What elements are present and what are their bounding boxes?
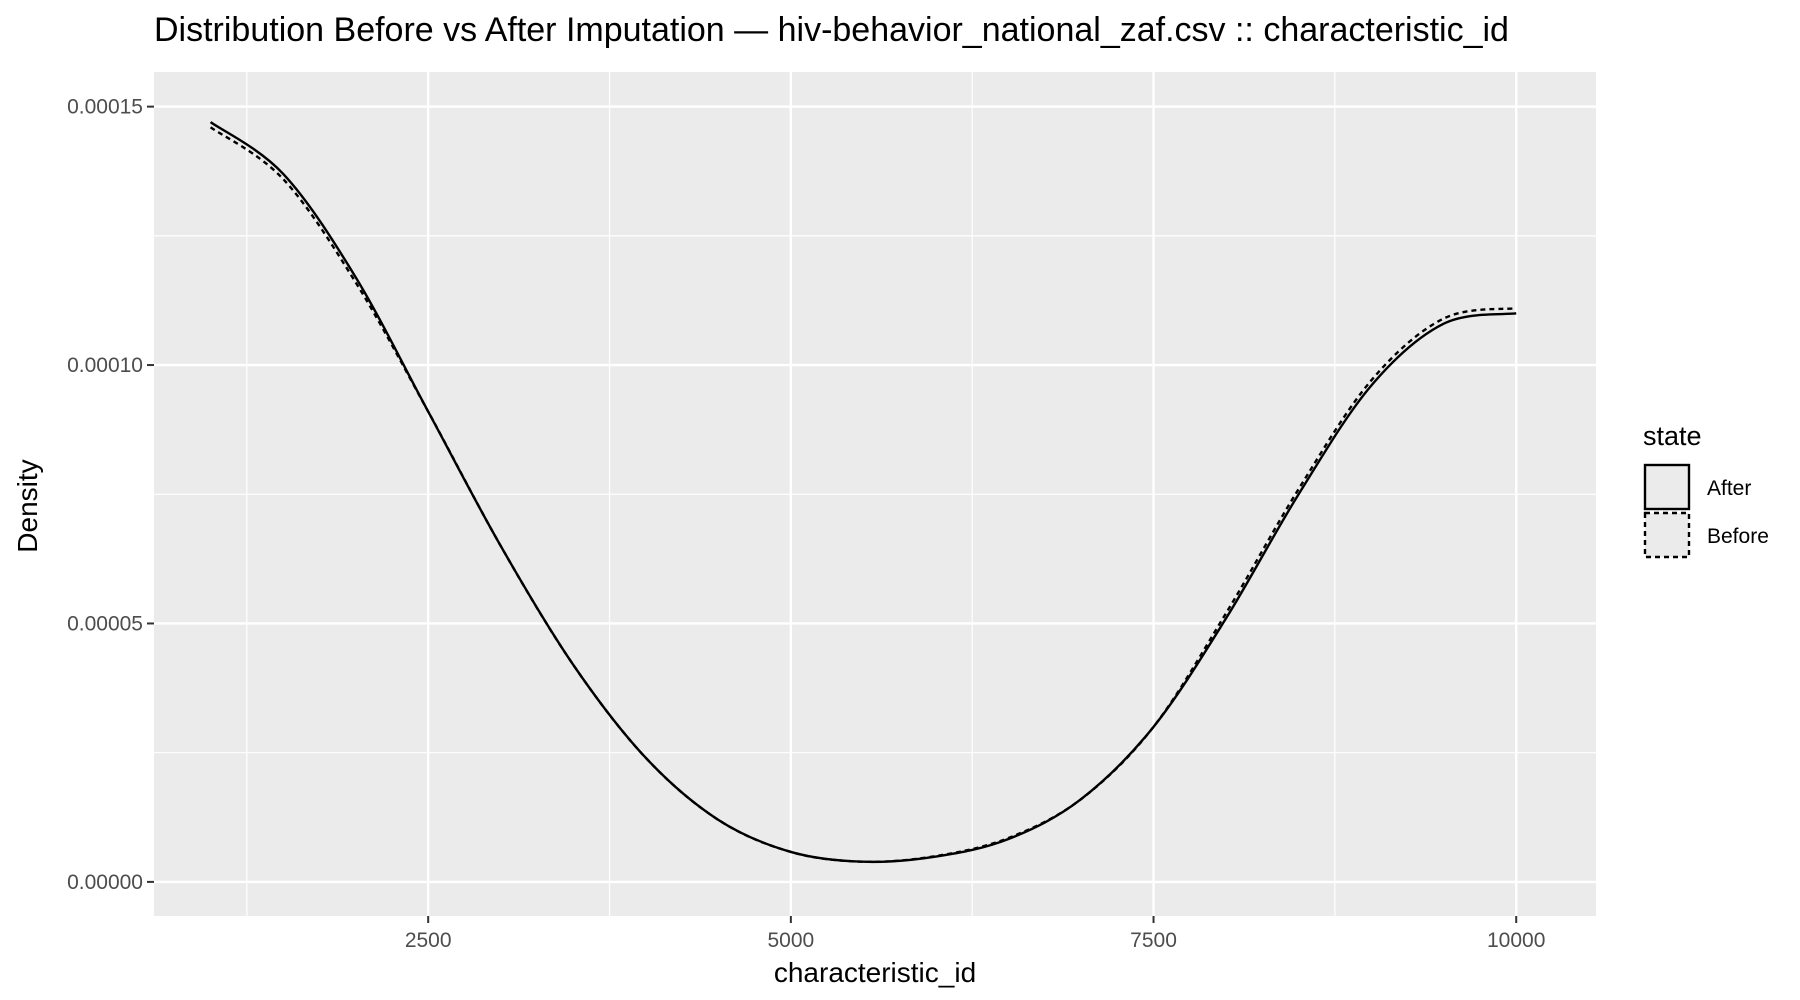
legend-key-after [1643, 463, 1691, 511]
x-tick-label: 10000 [1487, 929, 1545, 952]
minor-gridlines [154, 72, 1596, 916]
y-tick-label: 0.00010 [67, 354, 143, 377]
series-line-before [209, 126, 1517, 864]
y-tick-label: 0.00005 [67, 612, 143, 635]
x-tick-label: 7500 [1130, 929, 1177, 952]
x-tick-label: 5000 [767, 929, 814, 952]
legend-key-before [1643, 511, 1691, 559]
legend: state After Before [1643, 421, 1769, 559]
major-gridlines [154, 72, 1596, 916]
y-axis-title: Density [12, 459, 43, 552]
legend-title: state [1643, 421, 1702, 451]
x-tick-label: 2500 [405, 929, 452, 952]
y-tick-label: 0.00000 [67, 871, 143, 894]
y-axis: 0.00000 0.00005 0.00010 0.00015 [67, 96, 154, 894]
density-lines [209, 121, 1517, 864]
legend-label-before: Before [1707, 525, 1769, 548]
x-axis: 2500 5000 7500 10000 [405, 916, 1545, 952]
legend-label-after: After [1707, 477, 1751, 500]
x-axis-title: characteristic_id [774, 957, 976, 988]
chart-title: Distribution Before vs After Imputation … [154, 11, 1509, 49]
y-tick-label: 0.00015 [67, 96, 143, 119]
